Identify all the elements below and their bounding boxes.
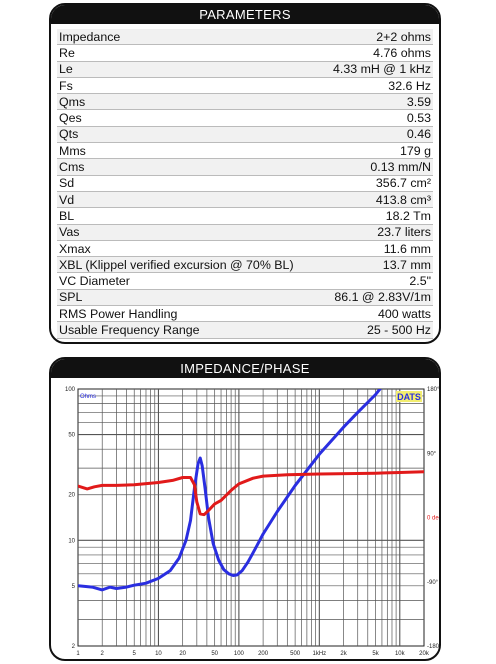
parameter-value: 13.7 mm [382,257,431,272]
y2-tick-label: -180° [427,644,439,650]
parameter-value: 2+2 ohms [376,29,431,44]
parameter-row: Qms 3.59 [57,94,433,111]
parameter-value: 4.33 mH @ 1 kHz [333,62,431,77]
parameter-row: Cms 0.13 mm/N [57,159,433,176]
x-tick-label: 50 [211,651,218,657]
parameter-row: Usable Frequency Range 25 - 500 Hz [57,322,433,339]
x-tick-label: 10k [395,651,406,657]
parameter-label: RMS Power Handling [59,306,178,321]
parameter-row: XBL (Klippel verified excursion @ 70% BL… [57,257,433,274]
impedance-series-line [78,389,382,592]
y-tick-label: 50 [68,433,75,439]
parameter-label: BL [59,208,75,223]
x-tick-label: 1 [76,651,80,657]
x-tick-label: 500 [290,651,301,657]
phase-series-line [78,470,424,517]
parameter-label: Le [59,62,73,77]
x-tick-label: 2k [340,651,347,657]
parameter-value: 0.13 mm/N [370,160,431,175]
parameter-row: Vd 413.8 cm³ [57,191,433,209]
parameter-label: Mms [59,143,86,158]
parameter-value: 11.6 mm [383,241,431,256]
parameter-value: 400 watts [377,306,431,321]
parameter-label: Fs [59,78,73,93]
parameter-value: 18.2 Tm [385,208,431,223]
parameter-label: Qms [59,94,86,109]
parameter-row: Re 4.76 ohms [57,45,433,62]
parameter-row: Fs 32.6 Hz [57,78,433,95]
x-tick-label: 20k [419,651,430,657]
parameter-row: Vas 23.7 liters [57,224,433,241]
parameter-label: Cms [59,160,85,175]
x-tick-label: 2 [101,651,105,657]
parameter-value: 2.5" [409,274,431,289]
parameters-table: Impedance 2+2 ohms Re 4.76 ohms Le 4.33 mH @ … [57,29,433,339]
parameter-label: Qes [59,111,82,126]
y-tick-label: 10 [68,538,75,544]
parameter-label: Vas [59,225,80,240]
parameter-row: Qts 0.46 [57,126,433,144]
parameters-panel: PARAMETERS Impedance 2+2 ohms Re 4.76 ohms L… [49,3,441,344]
x-tick-label: 10 [155,651,162,657]
parameter-label: SPL [59,290,83,305]
x-tick-label: 100 [234,651,245,657]
plot-area [77,388,425,647]
parameter-row: VC Diameter 2.5" [57,273,433,290]
y2-tick-label: -90° [427,580,439,586]
parameter-value: 179 g [399,143,431,158]
parameter-label: Impedance [59,29,121,44]
parameter-label: Re [59,45,75,60]
parameter-row: Impedance 2+2 ohms [57,29,433,46]
x-tick-label: 200 [258,651,269,657]
y-tick-label: 5 [72,584,76,590]
parameter-value: 3.59 [406,94,431,109]
chart-title: IMPEDANCE/PHASE [51,359,439,378]
parameter-label: VC Diameter [59,274,130,289]
parameter-value: 0.46 [406,127,431,142]
parameter-label: Vd [59,192,75,207]
parameter-row: Xmax 11.6 mm [57,241,433,258]
parameter-label: Sd [59,176,75,191]
parameter-row: Le 4.33 mH @ 1 kHz [57,61,433,78]
parameter-value: 23.7 liters [377,225,431,240]
parameter-label: Qts [59,127,79,142]
dats-badge [396,391,422,402]
left-axis-label: Ohms [80,394,96,400]
parameter-value: 32.6 Hz [388,78,431,93]
parameter-value: 4.76 ohms [373,45,431,60]
x-tick-label: 20 [179,651,186,657]
right-axis-label: 0 deg [427,516,439,522]
x-tick-label: 5k [372,651,379,657]
parameter-row: RMS Power Handling 400 watts [57,306,433,323]
y2-tick-label: 180° [427,387,439,393]
parameter-value: 25 - 500 Hz [366,322,431,337]
y-tick-label: 100 [65,387,76,393]
parameter-label: Xmax [59,241,91,256]
y-tick-label: 2 [72,644,76,650]
parameter-row: SPL 86.1 @ 2.83V/1m [57,289,433,307]
parameter-row: BL 18.2 Tm [57,208,433,225]
parameter-value: 0.53 [406,111,431,126]
x-tick-label: 1kHz [313,651,327,657]
impedance-phase-chart: 1 2 5 10 20 50 100 200 500 1kHz 2k 5k 10k 20k10050201… [65,387,439,657]
parameters-title: PARAMETERS [51,5,439,24]
parameter-row: Mms 179 g [57,143,433,160]
parameter-value: 356.7 cm² [375,176,431,191]
x-tick-label: 5 [133,651,137,657]
impedance-phase-panel: IMPEDANCE/PHASE 1 2 5 10 20 50 100 200 500 1kHz 2k… [49,357,441,661]
parameter-value: 413.8 cm³ [375,192,431,207]
dats-watermark: DATS [397,392,421,402]
parameter-label: Usable Frequency Range [59,322,200,337]
parameter-label: XBL (Klippel verified excursion @ 70% BL… [59,257,294,272]
parameter-row: Qes 0.53 [57,110,433,127]
y2-tick-label: 90° [427,451,437,457]
parameter-value: 86.1 @ 2.83V/1m [334,290,431,305]
y-tick-label: 20 [68,493,75,499]
parameter-row: Sd 356.7 cm² [57,176,433,192]
